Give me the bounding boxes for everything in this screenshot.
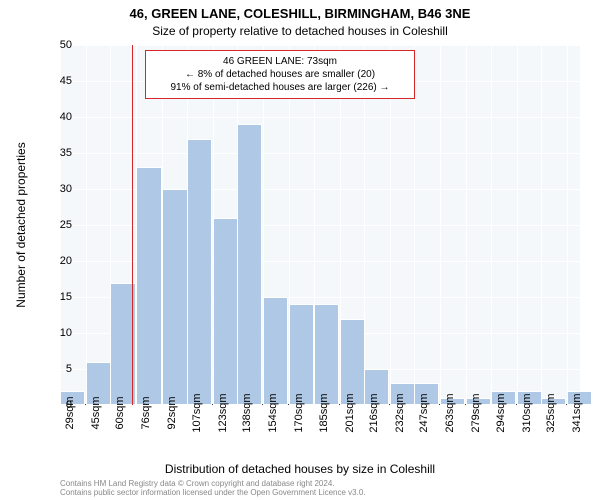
x-tick-label: 76sqm <box>140 396 152 429</box>
grid-line-v <box>541 45 542 405</box>
histogram-bar <box>213 218 238 405</box>
x-tick-label: 310sqm <box>521 393 533 432</box>
histogram-bar <box>289 304 314 405</box>
histogram-bar <box>314 304 339 405</box>
x-tick-label: 107sqm <box>191 393 203 432</box>
y-tick-label: 35 <box>60 147 72 159</box>
x-tick-label: 138sqm <box>241 393 253 432</box>
histogram-bar <box>237 124 262 405</box>
grid-line-h <box>60 117 580 118</box>
x-tick-label: 263sqm <box>444 393 456 432</box>
y-tick-label: 10 <box>60 327 72 339</box>
x-tick-label: 92sqm <box>166 396 178 429</box>
histogram-bar <box>187 139 212 405</box>
x-tick-label: 279sqm <box>470 393 482 432</box>
annotation-line2: ← 8% of detached houses are smaller (20) <box>154 68 406 81</box>
x-tick-label: 216sqm <box>368 393 380 432</box>
grid-line-h <box>60 153 580 154</box>
marker-line <box>132 45 134 405</box>
histogram-bar <box>340 319 365 405</box>
x-tick-label: 123sqm <box>217 393 229 432</box>
y-axis-title: Number of detached properties <box>14 142 28 307</box>
property-size-chart: 46, GREEN LANE, COLESHILL, BIRMINGHAM, B… <box>0 0 600 500</box>
x-tick-label: 45sqm <box>90 396 102 429</box>
grid-line-v <box>414 45 415 405</box>
x-tick-label: 185sqm <box>318 393 330 432</box>
grid-line-v <box>440 45 441 405</box>
annotation-line3: 91% of semi-detached houses are larger (… <box>154 81 406 94</box>
x-tick-label: 60sqm <box>114 396 126 429</box>
y-tick-label: 40 <box>60 111 72 123</box>
footer-line2: Contains public sector information licen… <box>60 488 366 498</box>
grid-line-h <box>60 45 580 46</box>
footer-line1: Contains HM Land Registry data © Crown c… <box>60 479 366 489</box>
footer-attribution: Contains HM Land Registry data © Crown c… <box>60 479 366 498</box>
x-tick-label: 154sqm <box>267 393 279 432</box>
grid-line-v <box>491 45 492 405</box>
histogram-bar <box>162 189 187 405</box>
y-tick-label: 50 <box>60 39 72 51</box>
grid-line-v <box>517 45 518 405</box>
histogram-bar <box>136 167 161 405</box>
y-tick-label: 5 <box>66 363 72 375</box>
x-tick-label: 29sqm <box>64 396 76 429</box>
histogram-bar <box>263 297 288 405</box>
x-tick-label: 247sqm <box>418 393 430 432</box>
y-tick-label: 15 <box>60 291 72 303</box>
plot-area <box>60 45 580 405</box>
x-tick-label: 232sqm <box>394 393 406 432</box>
grid-line-v <box>390 45 391 405</box>
annotation-box: 46 GREEN LANE: 73sqm ← 8% of detached ho… <box>145 50 415 99</box>
chart-subtitle: Size of property relative to detached ho… <box>0 24 600 38</box>
x-tick-label: 170sqm <box>293 393 305 432</box>
grid-line-v <box>466 45 467 405</box>
annotation-line1: 46 GREEN LANE: 73sqm <box>154 55 406 68</box>
grid-line-v <box>86 45 87 405</box>
x-axis-title: Distribution of detached houses by size … <box>0 462 600 476</box>
y-tick-label: 30 <box>60 183 72 195</box>
y-tick-label: 25 <box>60 219 72 231</box>
x-tick-label: 325sqm <box>545 393 557 432</box>
y-tick-label: 45 <box>60 75 72 87</box>
x-tick-label: 201sqm <box>344 393 356 432</box>
x-tick-label: 294sqm <box>495 393 507 432</box>
y-tick-label: 20 <box>60 255 72 267</box>
x-tick-label: 341sqm <box>571 393 583 432</box>
chart-title-address: 46, GREEN LANE, COLESHILL, BIRMINGHAM, B… <box>0 6 600 21</box>
grid-line-v <box>567 45 568 405</box>
